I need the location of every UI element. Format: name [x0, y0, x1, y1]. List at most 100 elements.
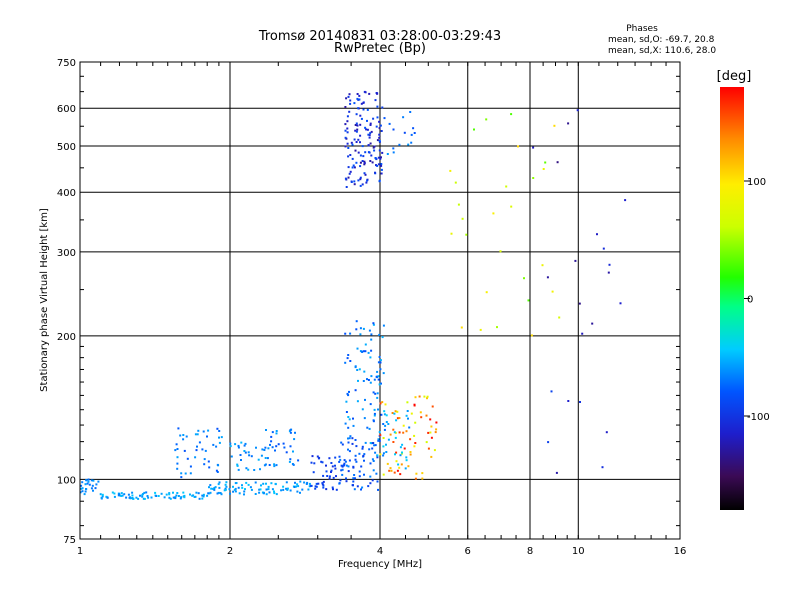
data-point: [87, 478, 90, 481]
data-point: [395, 451, 398, 454]
data-point: [177, 427, 180, 430]
data-point: [182, 434, 185, 436]
data-point: [286, 487, 289, 490]
data-point: [271, 446, 274, 449]
data-point: [414, 421, 417, 424]
data-point: [567, 400, 570, 402]
data-point: [90, 487, 93, 490]
data-point: [544, 161, 547, 164]
data-point: [289, 431, 292, 434]
data-point: [184, 472, 187, 475]
data-point: [396, 410, 399, 413]
data-point: [224, 483, 227, 486]
data-point: [367, 379, 370, 381]
data-point: [202, 495, 205, 498]
data-point: [275, 430, 278, 432]
data-point: [250, 488, 253, 491]
data-point: [356, 97, 359, 100]
data-point: [346, 392, 349, 395]
data-point: [363, 162, 366, 165]
data-point: [299, 480, 302, 483]
data-point: [217, 491, 220, 494]
data-point: [397, 463, 400, 466]
data-point: [197, 429, 200, 432]
data-point: [363, 417, 366, 420]
data-point: [435, 421, 438, 424]
data-point: [363, 163, 366, 166]
data-point: [380, 163, 383, 165]
data-point: [343, 464, 346, 467]
data-point: [398, 431, 401, 434]
data-point: [182, 438, 185, 441]
data-point: [405, 414, 408, 417]
data-point: [379, 434, 382, 437]
data-point: [214, 486, 217, 489]
data-point: [321, 482, 324, 485]
data-point: [485, 291, 488, 294]
data-point: [351, 143, 354, 146]
data-point: [216, 463, 219, 466]
data-point: [328, 477, 331, 480]
data-point: [373, 408, 376, 411]
data-point: [280, 489, 283, 492]
data-point: [385, 443, 387, 446]
data-point: [218, 441, 221, 444]
data-point: [176, 467, 179, 470]
data-point: [353, 183, 356, 186]
data-point: [398, 417, 401, 419]
data-point: [351, 437, 354, 440]
data-point: [369, 462, 372, 465]
data-point: [379, 361, 382, 364]
data-point: [366, 426, 369, 429]
data-point: [348, 172, 351, 175]
data-point: [218, 436, 220, 439]
data-point: [485, 118, 488, 121]
data-point: [195, 491, 198, 494]
data-point: [240, 459, 242, 461]
data-point: [608, 263, 611, 266]
data-point: [496, 326, 498, 329]
data-point: [357, 107, 360, 110]
data-point: [391, 412, 394, 414]
data-point: [359, 161, 362, 164]
data-point: [212, 487, 214, 490]
data-point: [274, 449, 276, 452]
data-point: [364, 173, 367, 176]
data-point: [253, 469, 256, 471]
data-point: [308, 482, 311, 485]
data-point: [405, 459, 408, 462]
data-point: [341, 443, 344, 446]
data-point: [330, 469, 333, 472]
data-point: [367, 485, 370, 488]
data-point: [362, 350, 365, 353]
data-point: [332, 488, 334, 491]
data-point: [383, 428, 386, 431]
data-point: [356, 93, 359, 95]
data-point: [377, 438, 380, 441]
data-point: [372, 420, 375, 423]
data-point: [345, 464, 348, 467]
data-point: [351, 157, 354, 160]
data-point: [389, 467, 392, 470]
data-point: [379, 157, 382, 160]
data-point: [267, 447, 270, 450]
data-point: [385, 414, 388, 417]
data-point: [348, 110, 351, 113]
data-point: [410, 141, 413, 144]
data-point: [118, 493, 120, 496]
data-point: [275, 445, 278, 448]
data-point: [574, 259, 577, 262]
data-point: [374, 451, 377, 454]
data-point: [341, 468, 344, 471]
data-point: [345, 186, 348, 188]
data-point: [344, 145, 347, 148]
data-point: [355, 122, 358, 125]
data-point: [349, 154, 352, 156]
data-point: [307, 488, 310, 491]
data-point: [347, 95, 350, 98]
data-point: [605, 431, 608, 434]
data-point: [423, 395, 426, 398]
data-point: [374, 157, 377, 159]
data-point: [596, 233, 598, 236]
data-point: [271, 488, 274, 491]
